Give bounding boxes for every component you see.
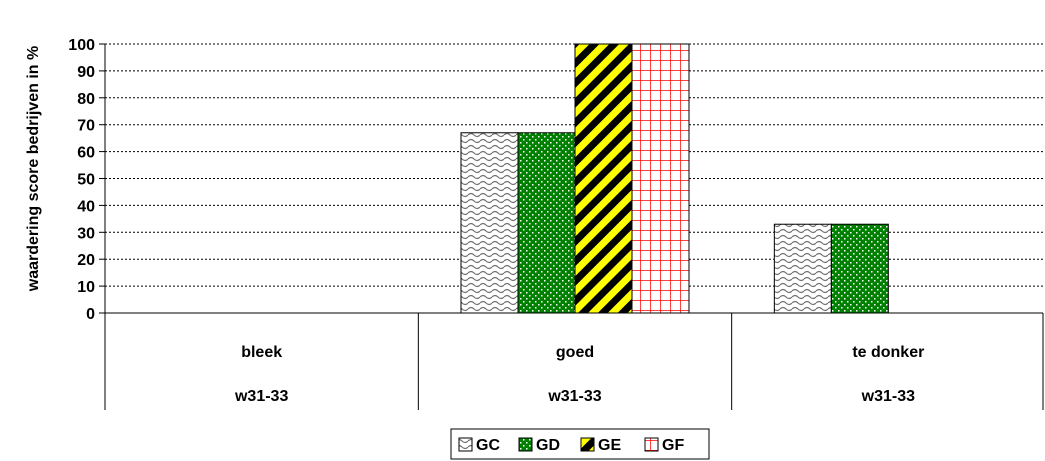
category-sublabel: w31-33 — [547, 388, 601, 405]
legend-box — [450, 428, 710, 460]
y-tick-label: 10 — [77, 279, 95, 296]
legend: GC GD GE GF — [450, 428, 710, 460]
y-tick-label: 40 — [77, 198, 95, 215]
category-sublabel: w31-33 — [861, 388, 915, 405]
y-tick-label: 20 — [77, 252, 95, 269]
bars — [460, 43, 889, 314]
y-tick-label: 0 — [86, 306, 95, 323]
legend-label-gc: GC — [476, 437, 500, 454]
y-tick-label: 60 — [77, 145, 95, 162]
y-axis-ticks: 0 10 20 30 40 50 60 70 80 90 100 — [68, 37, 105, 323]
y-axis-label: waardering score bedrijven in % — [25, 46, 42, 292]
axes — [104, 44, 1044, 410]
bar-gf-goed — [631, 43, 690, 314]
bar-gd-goed — [517, 132, 576, 314]
y-tick-label: 50 — [77, 172, 95, 189]
y-tick-label: 90 — [77, 64, 95, 81]
category-labels: bleek w31-33 goed w31-33 te donker w31-33 — [234, 344, 924, 405]
y-tick-label: 100 — [68, 37, 95, 54]
bar-gd-te-donker — [830, 223, 889, 314]
legend-swatch-gc — [458, 437, 473, 452]
legend-label-gd: GD — [536, 437, 560, 454]
legend-label-gf: GF — [662, 437, 684, 454]
bar-ge-goed — [574, 43, 633, 314]
legend-label-ge: GE — [598, 437, 621, 454]
category-label: goed — [556, 344, 594, 361]
legend-swatch-gf — [644, 437, 659, 452]
bar-gc-te-donker — [773, 223, 832, 314]
y-tick-label: 80 — [77, 91, 95, 108]
y-tick-label: 70 — [77, 118, 95, 135]
bar-gc-goed — [460, 132, 519, 314]
legend-swatch-ge — [580, 437, 595, 452]
y-axis-label-group: waardering score bedrijven in % — [25, 46, 42, 292]
legend-swatch-gd — [518, 437, 533, 452]
category-label: bleek — [241, 344, 282, 361]
y-tick-label: 30 — [77, 225, 95, 242]
category-sublabel: w31-33 — [234, 388, 288, 405]
category-label: te donker — [852, 344, 924, 361]
